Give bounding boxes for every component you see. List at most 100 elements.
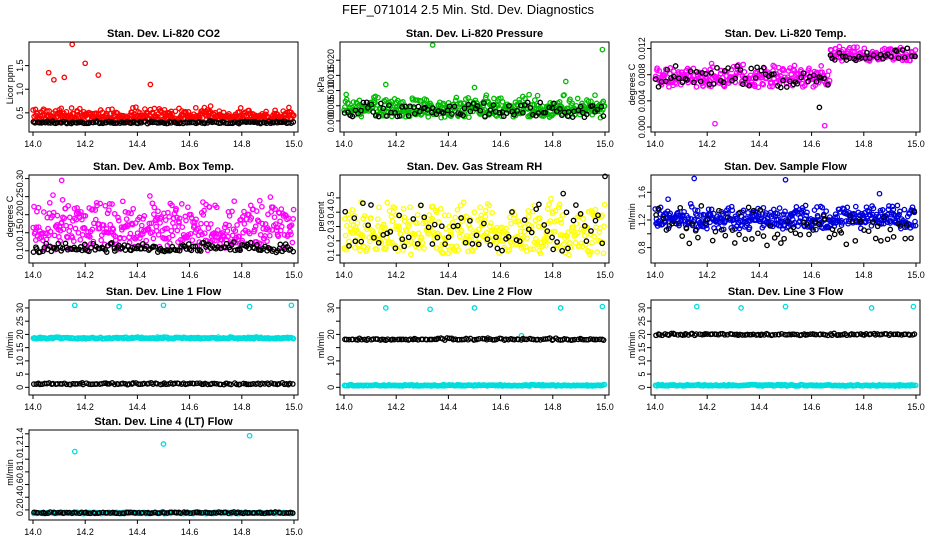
- y-tick-label: 1.0: [15, 83, 25, 96]
- data-point: [530, 111, 536, 118]
- x-tick-label: 14.0: [24, 527, 42, 537]
- data-point: [671, 73, 677, 80]
- data-point: [679, 79, 686, 86]
- data-point: [475, 226, 482, 233]
- data-point: [469, 241, 476, 247]
- data-point: [748, 331, 754, 338]
- data-point: [655, 83, 662, 90]
- data-point: [223, 240, 230, 247]
- plot-frame: [28, 41, 299, 133]
- data-point: [551, 100, 557, 107]
- data-point: [425, 114, 432, 120]
- data-point: [912, 382, 919, 389]
- data-point: [699, 70, 706, 76]
- data-point: [881, 214, 887, 221]
- data-point: [483, 92, 490, 99]
- data-point: [59, 197, 66, 203]
- data-point: [383, 113, 390, 119]
- data-point: [536, 215, 543, 221]
- x-tick-label: 14.0: [335, 402, 353, 412]
- data-point: [552, 207, 559, 214]
- data-point: [776, 331, 782, 338]
- data-point: [601, 201, 608, 208]
- data-point: [199, 509, 205, 516]
- data-point: [729, 227, 736, 233]
- data-point: [754, 64, 760, 71]
- y-tick-label: 0.8: [15, 466, 25, 479]
- data-point: [119, 198, 126, 205]
- data-point: [483, 229, 490, 236]
- y-tick-label: 10: [15, 356, 25, 366]
- x-tick-label: 14.8: [855, 402, 873, 412]
- data-point: [487, 242, 494, 248]
- data-point: [188, 211, 194, 218]
- data-point: [431, 221, 438, 228]
- data-point: [487, 107, 494, 113]
- data-point: [246, 107, 252, 114]
- data-point: [264, 238, 270, 245]
- data-point: [656, 68, 663, 74]
- panel-title: Stan. Dev. Gas Stream RH: [407, 161, 543, 173]
- data-point: [215, 509, 222, 515]
- x-tick-label: 15.0: [285, 527, 303, 537]
- data-point: [698, 203, 705, 209]
- data-point: [277, 510, 283, 516]
- data-point: [246, 432, 253, 439]
- data-point: [288, 231, 294, 238]
- data-point: [849, 218, 856, 225]
- data-point: [414, 240, 421, 247]
- data-point: [266, 227, 272, 233]
- data-point: [888, 53, 894, 60]
- data-point: [503, 225, 510, 232]
- data-point: [63, 381, 70, 388]
- data-point: [854, 331, 861, 338]
- data-point: [396, 113, 403, 119]
- data-point: [160, 441, 167, 447]
- data-point: [193, 216, 199, 223]
- x-tick-label: 14.6: [803, 270, 821, 280]
- data-point: [601, 381, 608, 388]
- data-point: [562, 78, 569, 85]
- data-point: [418, 202, 424, 209]
- data-point: [746, 224, 753, 231]
- data-point: [409, 96, 416, 103]
- data-point: [410, 216, 417, 222]
- data-point: [173, 205, 179, 212]
- data-point: [591, 233, 598, 240]
- data-point: [225, 233, 231, 240]
- data-point: [599, 240, 606, 247]
- data-point: [673, 220, 679, 227]
- data-point: [486, 202, 493, 209]
- data-point: [66, 228, 73, 234]
- data-point: [446, 103, 453, 110]
- data-point: [729, 207, 736, 214]
- data-point: [889, 203, 896, 210]
- data-point: [67, 223, 74, 230]
- data-point: [217, 381, 224, 388]
- data-point: [536, 201, 542, 208]
- data-point: [463, 213, 469, 220]
- data-point: [812, 218, 818, 225]
- data-point: [259, 220, 266, 227]
- data-point: [549, 234, 555, 241]
- y-tick-label: 30: [637, 303, 647, 313]
- data-point: [717, 70, 724, 77]
- data-point: [201, 120, 208, 127]
- data-point: [740, 81, 746, 88]
- data-point: [781, 235, 787, 242]
- data-point: [836, 43, 843, 50]
- data-point: [37, 249, 43, 255]
- y-tick-label: 10: [326, 356, 336, 366]
- data-point: [819, 204, 826, 211]
- x-tick-label: 14.4: [751, 270, 769, 280]
- data-point: [160, 302, 167, 309]
- x-tick-label: 14.6: [181, 527, 199, 537]
- data-point: [429, 203, 436, 210]
- data-point: [370, 109, 377, 115]
- y-tick-label: 0.15: [15, 224, 25, 242]
- panel-title: Stan. Dev. Line 4 (LT) Flow: [94, 416, 233, 428]
- data-point: [90, 240, 97, 247]
- data-point: [653, 212, 659, 218]
